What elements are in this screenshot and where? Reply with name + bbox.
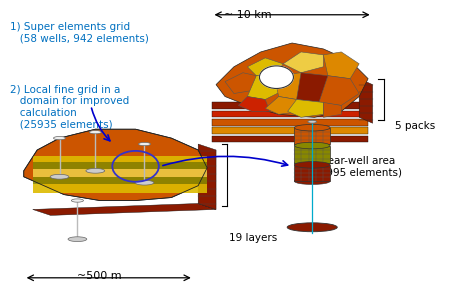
Text: ~ 10 km: ~ 10 km bbox=[224, 10, 271, 20]
Polygon shape bbox=[294, 128, 330, 144]
Text: 19 layers: 19 layers bbox=[230, 233, 278, 243]
Polygon shape bbox=[212, 111, 368, 117]
Text: 2) Local fine grid in a
   domain for improved
   calculation
   (25935 elements: 2) Local fine grid in a domain for impro… bbox=[10, 85, 130, 129]
Ellipse shape bbox=[287, 223, 337, 232]
Circle shape bbox=[260, 66, 293, 88]
Polygon shape bbox=[33, 184, 207, 193]
Polygon shape bbox=[248, 76, 283, 100]
Ellipse shape bbox=[135, 180, 154, 185]
Ellipse shape bbox=[72, 199, 83, 202]
Ellipse shape bbox=[308, 120, 317, 123]
Polygon shape bbox=[248, 58, 283, 76]
Polygon shape bbox=[33, 163, 207, 169]
Polygon shape bbox=[198, 144, 216, 209]
Polygon shape bbox=[216, 43, 368, 117]
Polygon shape bbox=[294, 165, 330, 181]
Polygon shape bbox=[324, 102, 341, 117]
Polygon shape bbox=[212, 136, 368, 142]
Ellipse shape bbox=[89, 130, 101, 134]
Polygon shape bbox=[33, 156, 207, 163]
Ellipse shape bbox=[50, 174, 69, 179]
Polygon shape bbox=[24, 129, 207, 200]
Text: ~500 m: ~500 m bbox=[77, 271, 122, 281]
Polygon shape bbox=[33, 169, 207, 177]
Polygon shape bbox=[274, 73, 315, 100]
Polygon shape bbox=[238, 97, 270, 111]
Polygon shape bbox=[283, 52, 324, 73]
Polygon shape bbox=[324, 52, 359, 79]
Polygon shape bbox=[212, 119, 368, 126]
Polygon shape bbox=[288, 100, 324, 117]
Ellipse shape bbox=[294, 142, 330, 149]
Ellipse shape bbox=[68, 237, 87, 242]
Polygon shape bbox=[294, 146, 330, 164]
Ellipse shape bbox=[294, 124, 330, 131]
Polygon shape bbox=[319, 76, 359, 105]
Ellipse shape bbox=[294, 178, 330, 184]
Ellipse shape bbox=[294, 160, 330, 167]
Text: 1) Super elements grid
   (58 wells, 942 elements): 1) Super elements grid (58 wells, 942 el… bbox=[10, 22, 149, 44]
Ellipse shape bbox=[86, 168, 105, 173]
Polygon shape bbox=[297, 73, 341, 102]
Polygon shape bbox=[225, 73, 256, 94]
Polygon shape bbox=[212, 102, 368, 109]
Polygon shape bbox=[33, 203, 216, 215]
Ellipse shape bbox=[54, 136, 66, 140]
Ellipse shape bbox=[139, 142, 151, 146]
Polygon shape bbox=[212, 128, 368, 134]
Polygon shape bbox=[33, 177, 207, 184]
Polygon shape bbox=[265, 97, 301, 114]
Polygon shape bbox=[359, 79, 373, 123]
Text: 5 packs: 5 packs bbox=[395, 121, 435, 131]
Ellipse shape bbox=[294, 162, 330, 168]
Text: 3) Near-well area
   (1995 elements): 3) Near-well area (1995 elements) bbox=[306, 156, 401, 178]
Ellipse shape bbox=[294, 141, 330, 147]
